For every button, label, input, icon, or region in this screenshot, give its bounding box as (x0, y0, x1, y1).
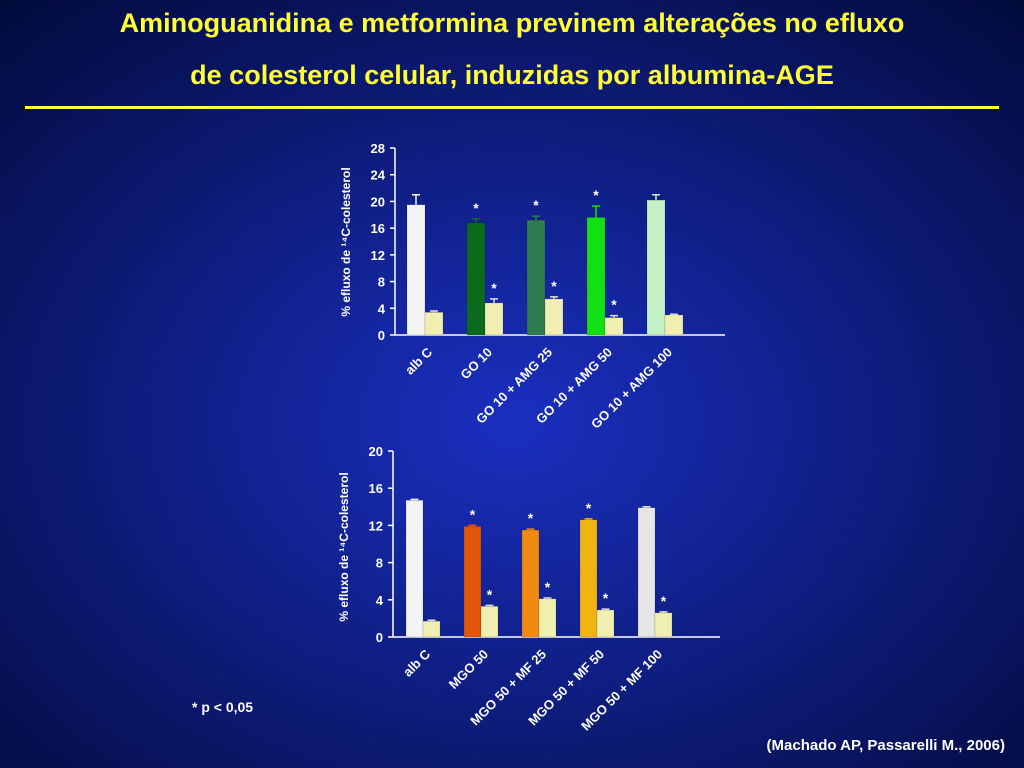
y-tick-label: 12 (369, 518, 383, 533)
y-tick-label: 24 (371, 168, 386, 183)
significance-mark: * (593, 187, 599, 203)
y-tick-label: 20 (369, 444, 383, 459)
bar (664, 314, 684, 336)
error-bar (601, 608, 610, 611)
error-bar (610, 314, 618, 318)
bar (604, 317, 624, 336)
significance-mark: * (661, 593, 667, 609)
y-axis-label: % efluxo de ¹⁴C-colesterol (339, 167, 353, 316)
error-bar (592, 205, 600, 218)
error-bar (670, 313, 678, 316)
bar (579, 519, 598, 638)
significance-mark: * (487, 586, 493, 602)
y-tick-label: 12 (371, 248, 385, 263)
y-tick-label: 0 (378, 328, 385, 343)
significance-mark: * (603, 590, 609, 606)
y-tick-label: 4 (376, 593, 384, 608)
y-tick-label: 4 (378, 301, 386, 316)
significance-mark: * (491, 280, 497, 296)
y-tick-label: 8 (378, 275, 385, 290)
significance-mark: * (533, 197, 539, 213)
error-bar (427, 619, 436, 622)
y-tick-label: 16 (371, 221, 385, 236)
error-bar (532, 215, 540, 221)
error-bar (485, 604, 494, 607)
significance-mark: * (473, 200, 479, 216)
error-bar (412, 194, 420, 205)
y-tick-label: 20 (371, 194, 385, 209)
y-tick-label: 0 (376, 630, 383, 645)
bar (538, 598, 557, 638)
bar (480, 606, 499, 638)
bar (646, 199, 666, 336)
bar (596, 609, 615, 638)
bar (544, 298, 564, 336)
bar (484, 302, 504, 336)
citation: (Machado AP, Passarelli M., 2006) (767, 737, 1005, 754)
slide-title: Aminoguanidina e metformina previnem alt… (120, 8, 905, 38)
footnote: * p < 0,05 (192, 699, 253, 715)
significance-mark: * (611, 297, 617, 313)
bar (406, 204, 426, 336)
y-tick-label: 28 (371, 141, 385, 156)
error-bar (584, 518, 593, 520)
error-bar (550, 296, 558, 299)
significance-mark: * (528, 510, 534, 526)
bar (521, 529, 540, 638)
bar (586, 217, 606, 336)
error-bar (490, 298, 498, 303)
error-bar (659, 611, 668, 613)
bar (466, 222, 486, 336)
bar (422, 620, 441, 638)
y-tick-label: 16 (369, 481, 383, 496)
significance-mark: * (470, 506, 476, 522)
error-bar (652, 194, 660, 201)
y-axis-label: % efluxo de ¹⁴C-colesterol (337, 472, 351, 621)
bar (463, 526, 482, 638)
bar (424, 312, 444, 336)
significance-mark: * (551, 278, 557, 294)
error-bar (472, 218, 480, 223)
title-rule (25, 106, 999, 109)
significance-mark: * (586, 500, 592, 516)
bar (637, 507, 656, 638)
error-bar (430, 310, 438, 313)
error-bar (526, 528, 535, 531)
error-bar (642, 506, 651, 508)
y-tick-label: 8 (376, 556, 383, 571)
error-bar (543, 597, 552, 599)
bar (405, 500, 424, 638)
error-bar (468, 524, 477, 527)
significance-mark: * (545, 579, 551, 595)
bar (526, 219, 546, 336)
slide-title: de colesterol celular, induzidas por alb… (190, 60, 834, 90)
bar (654, 612, 673, 638)
error-bar (410, 498, 419, 501)
